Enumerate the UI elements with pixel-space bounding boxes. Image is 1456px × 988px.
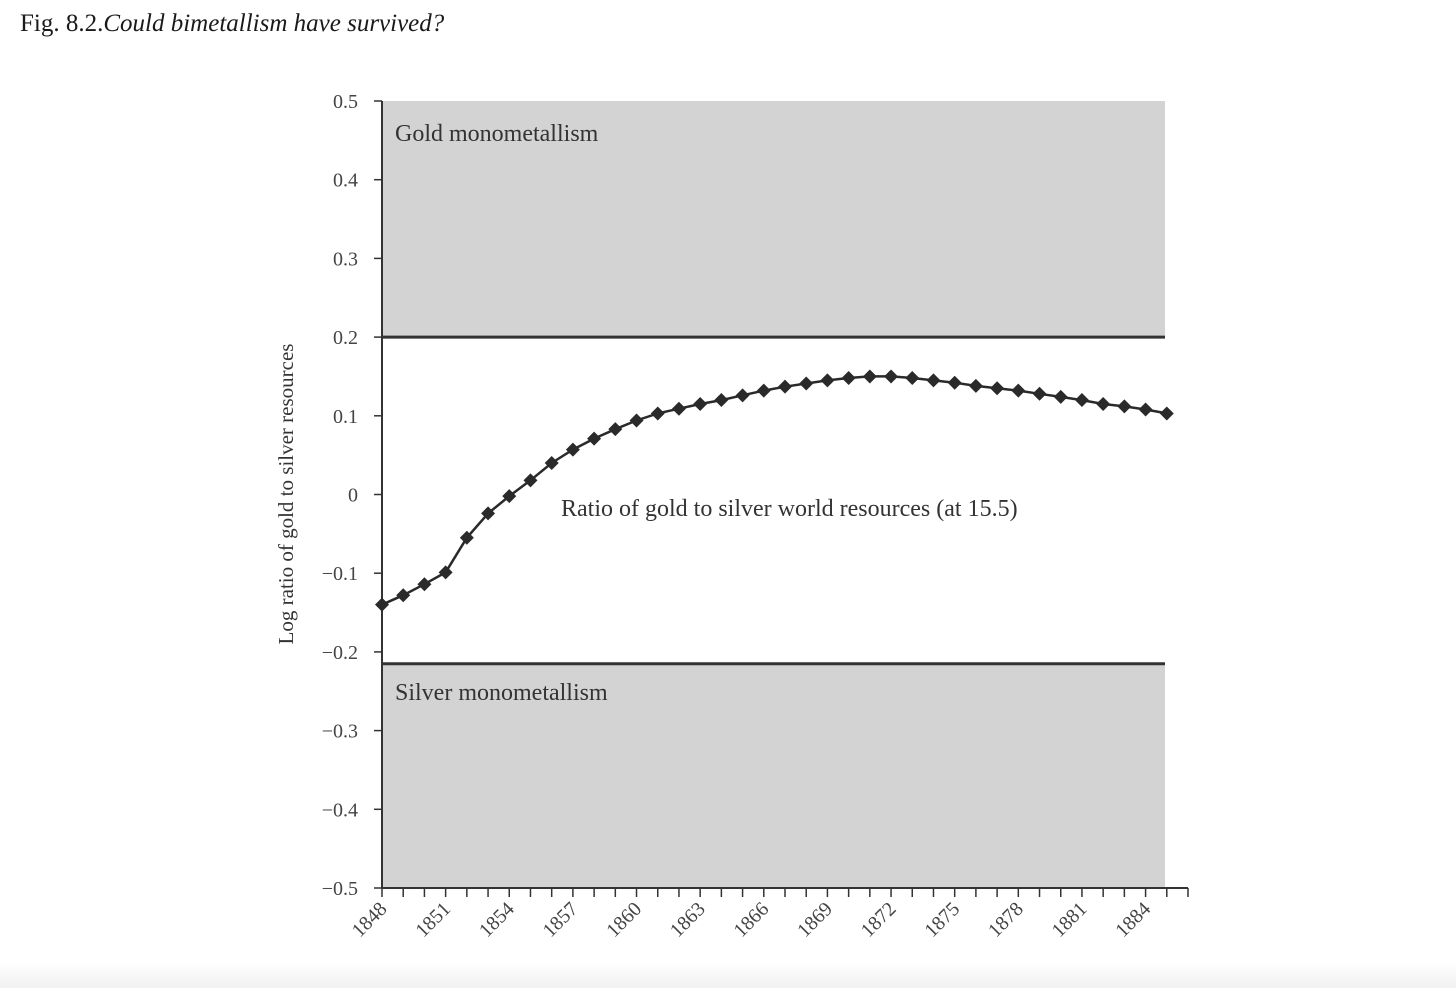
region-0	[382, 101, 1165, 338]
y-tick-label-5: 0	[348, 485, 358, 507]
x-tick-label-9: 1875	[920, 898, 964, 942]
data-point-1870	[841, 371, 856, 386]
y-axis-ticks: 0.5 0.4 0.3 0.2 0.1 0 −0.1 −0.2 −0.3 −0.4 −0.5	[322, 91, 382, 900]
data-point-1871	[862, 369, 877, 384]
data-point-1850	[417, 577, 432, 592]
data-point-1873	[905, 371, 920, 386]
y-tick-label-3: 0.2	[333, 327, 358, 349]
data-point-1869	[820, 373, 835, 388]
region-label-silver: Silver monometallism	[395, 680, 608, 706]
x-tick-label-11: 1881	[1048, 898, 1092, 942]
y-tick-label-7: −0.2	[322, 642, 358, 664]
x-tick-label-6: 1866	[729, 898, 773, 942]
figure-title: Could bimetallism have survived?	[103, 10, 445, 37]
x-tick-label-0: 1848	[348, 898, 392, 942]
y-tick-label-4: 0.1	[333, 406, 358, 428]
data-point-1849	[396, 588, 411, 603]
data-point-1862	[671, 401, 686, 416]
page-bottom-edge	[0, 962, 1456, 988]
x-tick-label-7: 1869	[793, 898, 837, 942]
data-point-1860	[629, 413, 644, 428]
x-axis-ticks: 1848 1851 1854 1857 1860 1863 1866 1869 1872 1875…	[348, 888, 1189, 942]
region-label-gold: Gold monometallism	[395, 121, 599, 147]
x-tick-label-4: 1860	[602, 898, 646, 942]
data-point-1876	[968, 378, 983, 393]
y-tick-label-1: 0.4	[333, 170, 358, 192]
data-point-1866	[756, 383, 771, 398]
data-point-1868	[799, 376, 814, 391]
x-tick-label-8: 1872	[857, 898, 901, 942]
data-point-1882	[1096, 396, 1111, 411]
data-point-1877	[990, 381, 1005, 396]
chart-labels: Log ratio of gold to silver resources Go…	[274, 121, 1018, 706]
data-point-1854	[502, 489, 517, 504]
data-point-1867	[778, 379, 792, 394]
data-point-1857	[565, 442, 580, 457]
x-tick-label-5: 1863	[666, 898, 710, 942]
x-tick-label-3: 1857	[539, 898, 583, 942]
y-tick-label-10: −0.5	[322, 878, 358, 900]
data-point-1848	[375, 597, 389, 612]
data-point-1885	[1159, 406, 1174, 421]
data-point-1881	[1074, 393, 1089, 408]
data-point-1856	[544, 456, 559, 471]
data-point-1872	[884, 369, 899, 384]
y-axis-title: Log ratio of gold to silver resources	[274, 344, 298, 645]
figure-caption: Fig. 8.2.Could bimetallism have survived…	[20, 10, 444, 38]
data-point-1852	[459, 530, 474, 545]
data-point-1858	[587, 431, 602, 446]
data-point-1879	[1032, 386, 1047, 401]
data-point-1864	[714, 393, 729, 408]
x-tick-label-10: 1878	[984, 898, 1028, 942]
data-point-1861	[650, 406, 665, 421]
data-point-1883	[1117, 399, 1132, 414]
figure-number: Fig. 8.2.	[20, 10, 104, 37]
data-point-1863	[693, 396, 708, 411]
data-point-1859	[608, 422, 623, 437]
data-point-1851	[438, 565, 453, 580]
data-point-1855	[523, 473, 538, 488]
shaded-regions	[382, 101, 1165, 888]
series-line-0	[381, 375, 1168, 606]
data-point-1878	[1011, 383, 1026, 398]
x-tick-label-1: 1851	[411, 898, 455, 942]
data-series	[375, 369, 1174, 612]
y-tick-label-6: −0.1	[322, 563, 358, 585]
y-tick-label-0: 0.5	[333, 91, 358, 113]
data-point-1853	[481, 506, 496, 521]
threshold-lines	[382, 335, 1165, 666]
series-annotation: Ratio of gold to silver world resources …	[561, 496, 1018, 522]
y-tick-label-2: 0.3	[333, 248, 358, 270]
y-tick-label-9: −0.4	[322, 799, 358, 821]
x-tick-label-12: 1884	[1111, 898, 1155, 942]
data-point-1874	[926, 373, 941, 388]
data-point-1865	[735, 388, 750, 403]
data-point-1880	[1053, 389, 1068, 404]
y-tick-label-8: −0.3	[322, 721, 358, 743]
data-point-1875	[947, 375, 962, 390]
region-1	[382, 663, 1165, 888]
x-tick-label-2: 1854	[475, 898, 519, 942]
data-point-1884	[1138, 402, 1153, 417]
